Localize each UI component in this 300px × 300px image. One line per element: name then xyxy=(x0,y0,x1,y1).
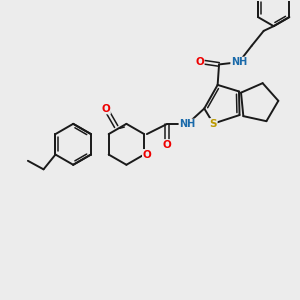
Text: O: O xyxy=(142,150,151,160)
Text: NH: NH xyxy=(179,119,195,129)
Text: NH: NH xyxy=(231,57,247,67)
Text: S: S xyxy=(210,118,217,129)
Text: O: O xyxy=(102,104,110,114)
Text: O: O xyxy=(162,140,171,150)
Text: O: O xyxy=(195,57,204,67)
